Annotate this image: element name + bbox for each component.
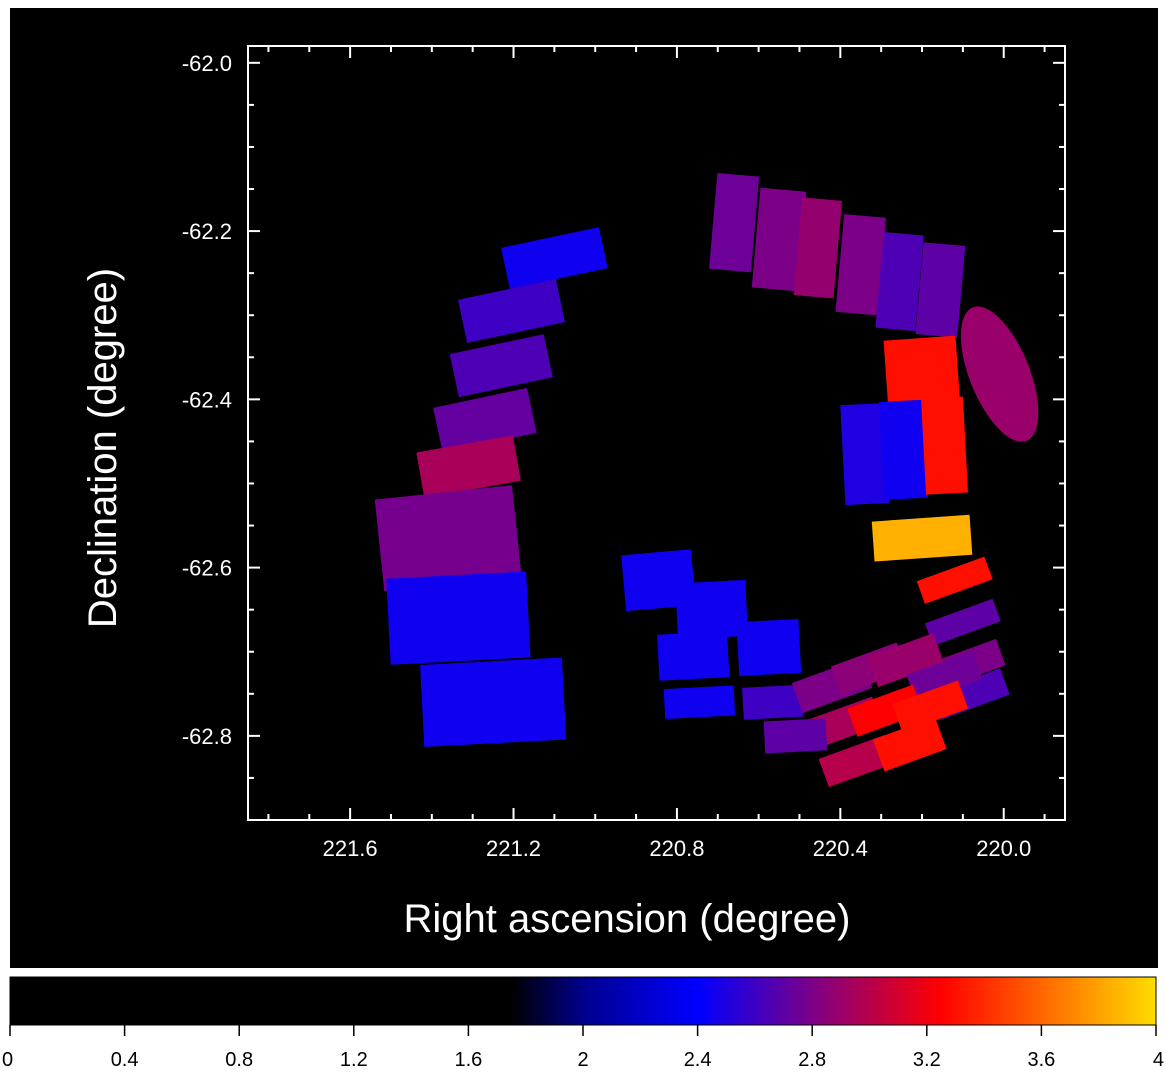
axis-ticks (248, 46, 1065, 821)
colorbar-ticks (9, 1025, 1157, 1036)
region-tile (386, 571, 531, 665)
plot-frame (247, 45, 1066, 821)
heatmap-regions (374, 173, 1039, 788)
figure-background (10, 8, 1158, 968)
region-tile (675, 579, 749, 640)
region-tile (906, 650, 983, 704)
x-axis-title: Right ascension (degree) (404, 897, 851, 941)
region-tile (736, 618, 802, 677)
colorbar-tick-label: 0.8 (225, 1049, 253, 1071)
region-tile (458, 279, 565, 343)
region-tile (663, 685, 736, 720)
y-tick-label: -62.2 (182, 219, 232, 244)
x-tick-label: 221.6 (323, 836, 378, 861)
region-tile (793, 197, 843, 299)
region-tile (879, 399, 929, 500)
x-tick-label: 221.2 (486, 836, 541, 861)
region-tile (501, 227, 608, 289)
x-tick-labels: 221.6 221.2 220.8 220.4 220.0 (323, 836, 1032, 861)
y-axis-title: Declination (degree) (81, 268, 125, 628)
colorbar-tick-label: 0.4 (111, 1049, 139, 1071)
colorbar-tick-label: 1.6 (454, 1049, 482, 1071)
y-tick-label: -62.6 (182, 556, 232, 581)
region-tile (840, 402, 890, 506)
colorbar-tick-label: 0 (2, 1049, 13, 1071)
region-tile (872, 717, 947, 772)
colorbar (9, 976, 1157, 1026)
region-tile (892, 680, 969, 733)
region-tile (916, 556, 993, 604)
colorbar-tick-label: 3.6 (1027, 1049, 1055, 1071)
region-tile (763, 718, 828, 754)
y-tick-label: -62.8 (182, 724, 232, 749)
colorbar-tick-label: 2.4 (684, 1049, 712, 1071)
region-tile (847, 684, 924, 737)
x-tick-label: 220.8 (649, 836, 704, 861)
region-tile (921, 396, 968, 495)
region-tile (867, 633, 945, 688)
region-ellipse (960, 306, 1039, 442)
colorbar-tick-label: 2.8 (798, 1049, 826, 1071)
region-tile (374, 485, 522, 592)
region-tile (871, 514, 973, 562)
region-tile (875, 232, 924, 332)
colorbar-tick-labels: 0 0.4 0.8 1.2 1.6 2 2.4 2.8 3.2 3.6 4 (2, 1049, 1164, 1071)
y-tick-label: -62.0 (182, 51, 232, 76)
region-tile (818, 735, 895, 788)
colorbar-tick-label: 2 (577, 1049, 588, 1071)
x-tick-label: 220.4 (813, 836, 868, 861)
colorbar-tick-label: 3.2 (913, 1049, 941, 1071)
region-tile (883, 335, 961, 413)
region-tile (924, 598, 1001, 646)
region-tile (709, 173, 760, 273)
region-tile (657, 631, 730, 681)
colorbar-tick-label: 4 (1153, 1049, 1164, 1071)
region-tile (835, 214, 886, 316)
region-tile (416, 435, 521, 498)
region-tile (420, 657, 567, 747)
colorbar-tick-label: 1.2 (340, 1049, 368, 1071)
y-tick-label: -62.4 (182, 387, 232, 412)
region-tile (742, 684, 804, 720)
y-tick-labels: -62.0 -62.2 -62.4 -62.6 -62.8 (182, 51, 232, 749)
region-tile (449, 334, 553, 398)
x-tick-label: 220.0 (976, 836, 1031, 861)
region-tile (915, 242, 966, 338)
region-tile (751, 187, 807, 292)
